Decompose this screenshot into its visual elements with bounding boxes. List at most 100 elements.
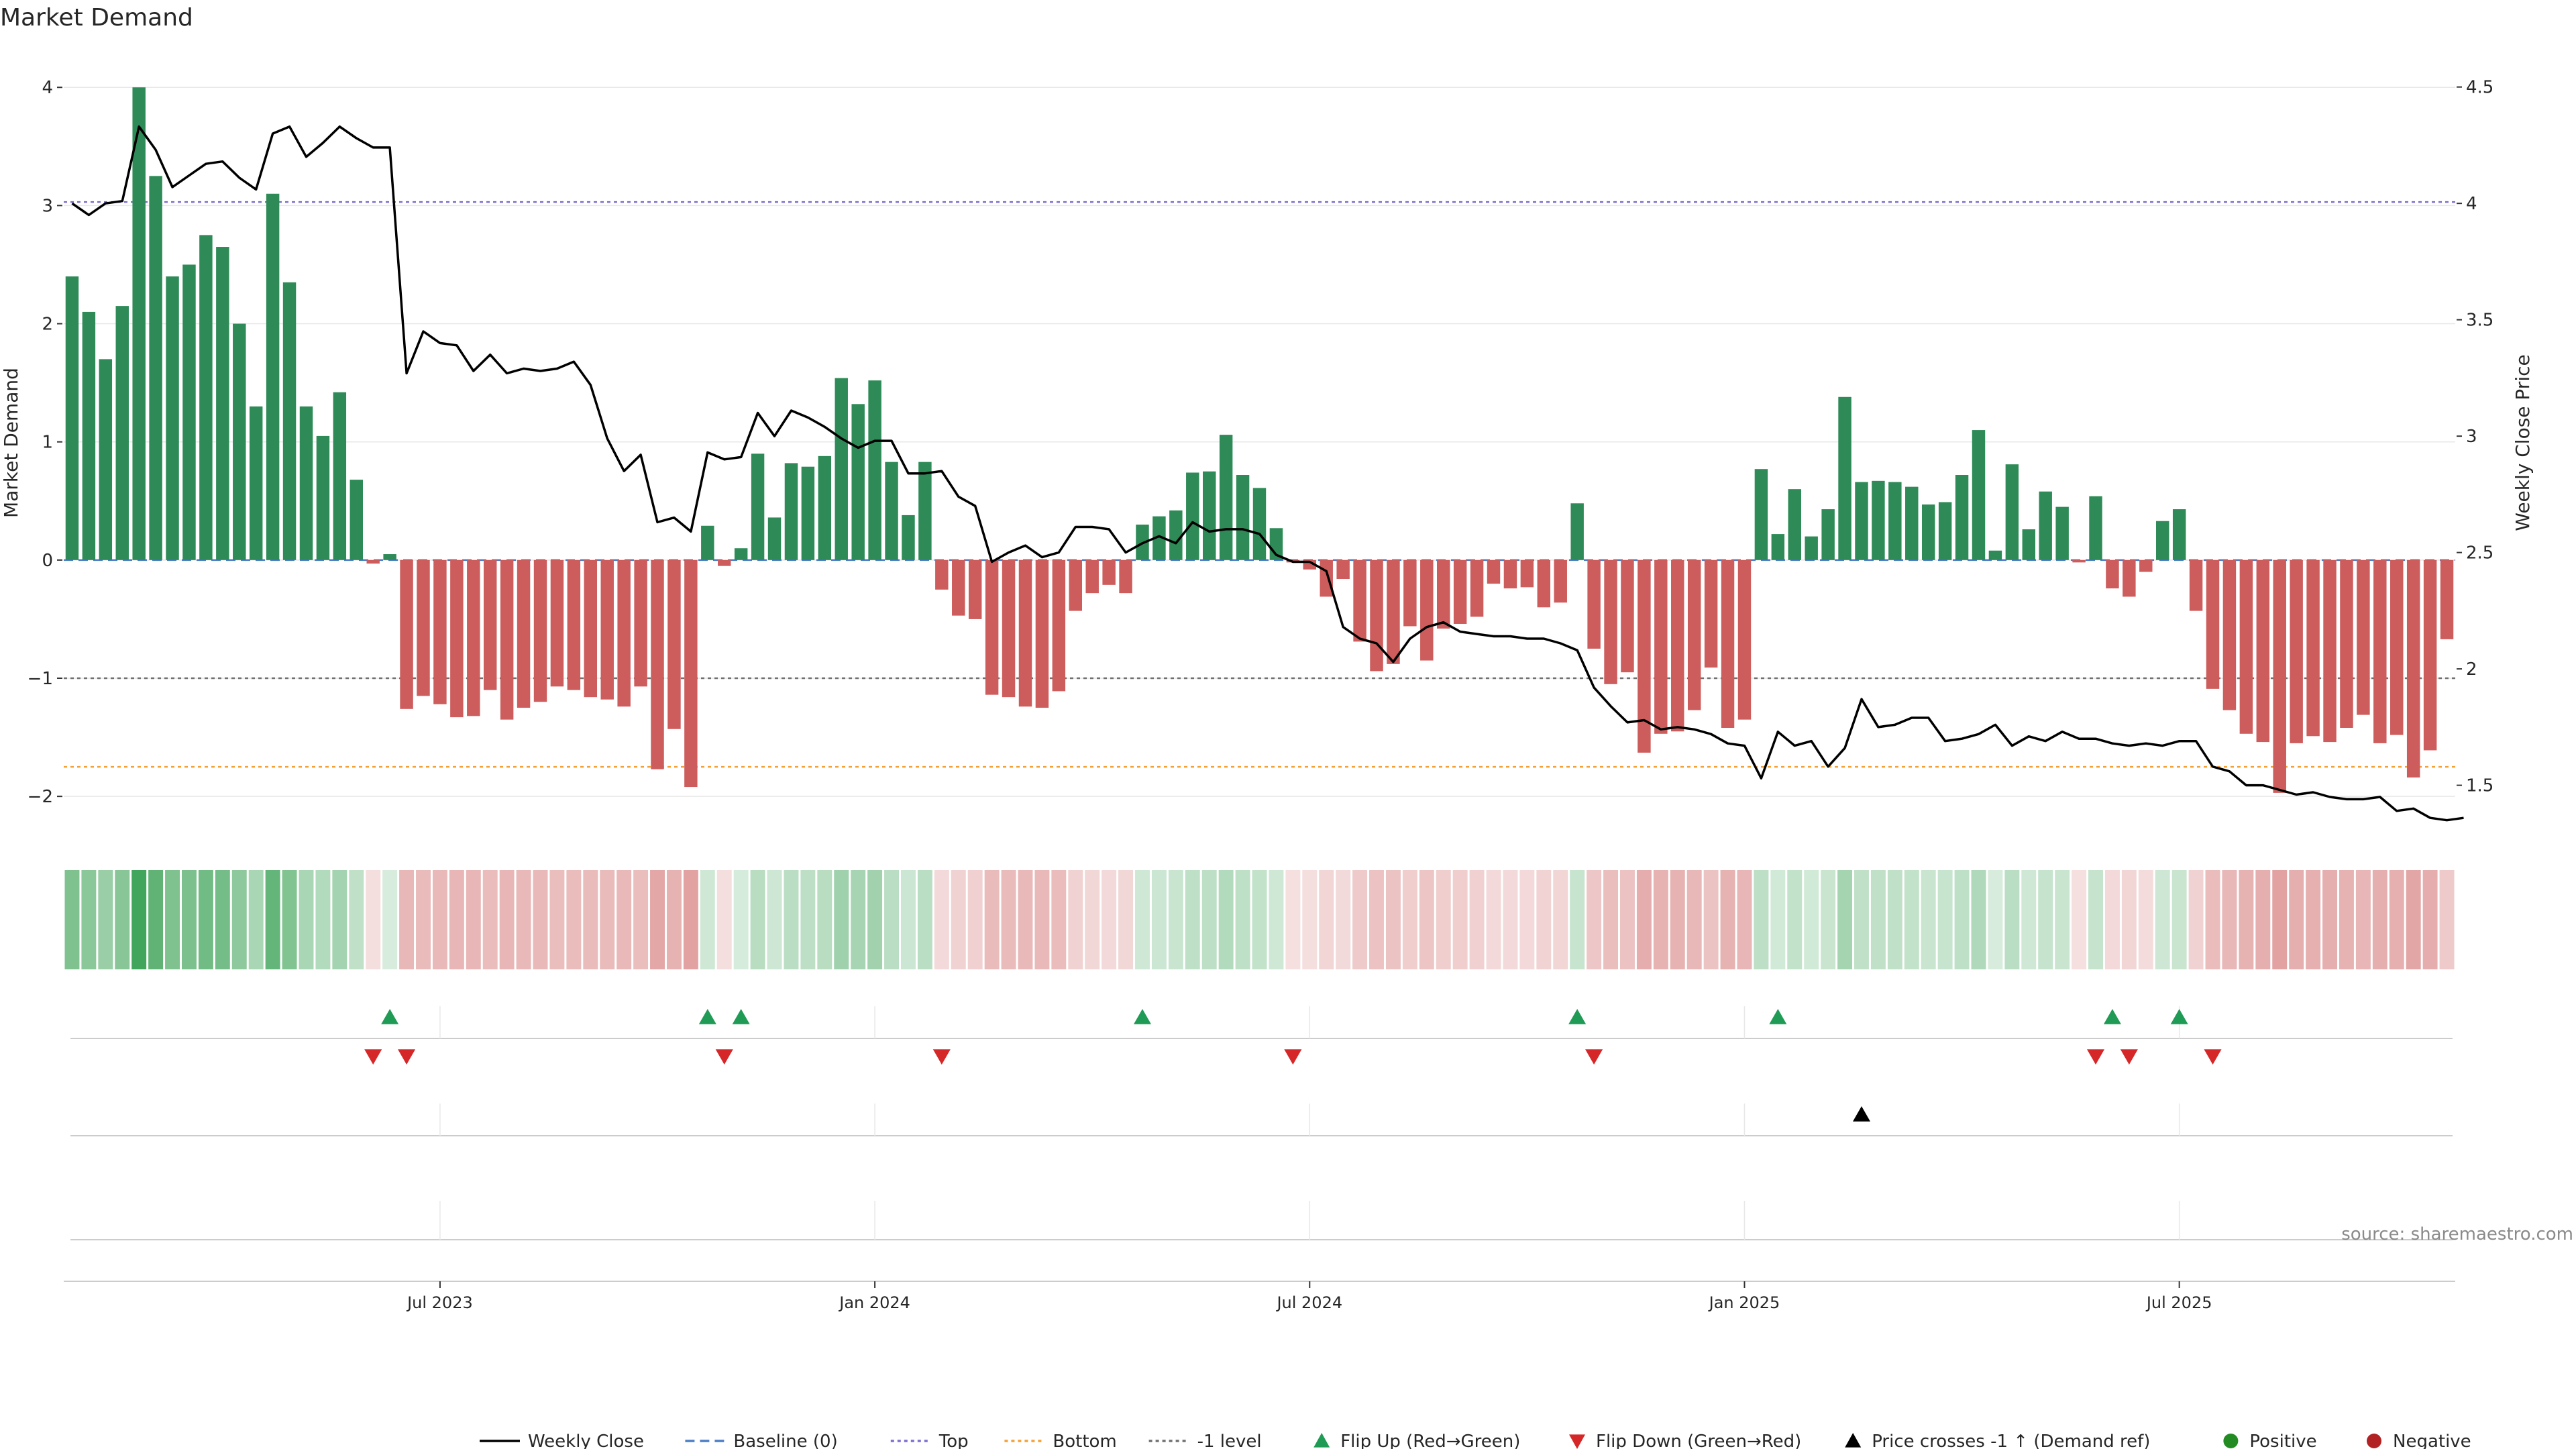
negative-bar (1437, 559, 1450, 629)
y-tick-label: 0 (42, 551, 53, 571)
positive-bar (149, 176, 162, 560)
positive-bar (801, 466, 815, 560)
negative-bar (366, 559, 380, 564)
negative-bar (1487, 559, 1501, 584)
heat-cell-positive (1971, 870, 1986, 969)
flip-down-marker (715, 1049, 733, 1065)
negative-bar (1503, 559, 1517, 589)
heat-cell-negative (366, 870, 381, 969)
heat-cell-positive (851, 870, 866, 969)
heat-cell-negative (549, 870, 565, 969)
negative-bar (2072, 559, 2086, 563)
negative-bar (1721, 559, 1735, 728)
negative-bar (1470, 559, 1484, 617)
positive-bar (316, 435, 330, 560)
heat-cell-negative (2205, 870, 2220, 969)
negative-bar (2373, 559, 2387, 743)
positive-bar (1938, 502, 1952, 560)
heat-cell-positive (315, 870, 331, 969)
heat-cell-negative (1653, 870, 1668, 969)
heat-cell-positive (265, 870, 280, 969)
positive-bar (2156, 521, 2169, 560)
heat-cell-negative (2372, 870, 2387, 969)
y-tick-label: 2 (42, 315, 53, 335)
negative-bar (1002, 559, 1016, 698)
heat-cell-negative (1619, 870, 1635, 969)
heat-cell-positive (1904, 870, 1919, 969)
heat-cell-positive (148, 870, 164, 969)
heat-cell-positive (2155, 870, 2170, 969)
x-tick-label: Jan 2025 (1708, 1293, 1780, 1312)
heat-cell-negative (1001, 870, 1016, 969)
negative-bar (1638, 559, 1651, 753)
heat-cell-positive (767, 870, 782, 969)
legend-item: Price crosses -1 ↑ (Demand ref) (1845, 1432, 2150, 1449)
heat-cell-negative (1336, 870, 1351, 969)
negative-bar (1119, 559, 1132, 594)
heat-cell-negative (2389, 870, 2404, 969)
negative-bar (1052, 559, 1066, 692)
negative-bar (417, 559, 430, 696)
heat-cell-positive (231, 870, 247, 969)
heat-cell-positive (1570, 870, 1585, 969)
legend-swatch (1569, 1434, 1585, 1449)
main-panel: 4 3 2 1 0 −1 −2 4.5 4 3.5 3 2.5 2 1.5 Market Demand W… (0, 78, 2534, 822)
heat-cell-negative (934, 870, 949, 969)
heat-cell-negative (2222, 870, 2237, 969)
negative-bar (634, 559, 647, 687)
heat-cell-positive (817, 870, 833, 969)
heat-cell-negative (1034, 870, 1050, 969)
heat-cell-positive (917, 870, 932, 969)
positive-bar (1905, 486, 1919, 560)
heat-cell-negative (1636, 870, 1652, 969)
legend-item: Bottom (1004, 1432, 1117, 1449)
negative-bar (517, 559, 531, 708)
heat-cell-negative (2406, 870, 2421, 969)
negative-bar (952, 559, 965, 616)
heat-cell-negative (2188, 870, 2204, 969)
positive-bar (1788, 489, 1801, 560)
heat-cell-negative (666, 870, 682, 969)
positive-bar (1805, 536, 1818, 560)
positive-bar (282, 282, 297, 560)
positive-bar (132, 87, 146, 560)
heat-cell-positive (867, 870, 883, 969)
y-tick-label: −2 (28, 787, 53, 807)
heat-cell-negative (1686, 870, 1702, 969)
heat-cell-negative (1385, 870, 1401, 969)
negative-bar (935, 559, 949, 590)
heat-cell-positive (1821, 870, 1836, 969)
positive-bar (99, 359, 113, 560)
heat-cell-negative (600, 870, 615, 969)
negative-bar (617, 559, 631, 707)
positive-bar (851, 404, 865, 560)
main-axes: 4 3 2 1 0 −1 −2 4.5 4 3.5 3 2.5 2 1.5 (28, 78, 2494, 807)
negative-bar (1604, 559, 1617, 684)
legend-item: Baseline (0) (685, 1432, 838, 1449)
positive-bar (885, 462, 898, 560)
positive-bar (166, 276, 179, 560)
heat-cell-positive (1151, 870, 1167, 969)
heat-cell-positive (1252, 870, 1267, 969)
source-label: source: sharemaestro.com (2341, 1224, 2573, 1244)
heat-cell-negative (633, 870, 649, 969)
heat-cell-negative (1720, 870, 1735, 969)
heat-cell-negative (1352, 870, 1368, 969)
heat-cell-positive (1218, 870, 1234, 969)
negative-bar (2323, 559, 2337, 743)
flip-up-marker (1568, 1009, 1587, 1024)
positive-bar (82, 311, 96, 560)
heat-cell-positive (1770, 870, 1786, 969)
x-tick-label: Jul 2025 (2145, 1293, 2212, 1312)
negative-bar (1587, 559, 1601, 649)
negative-bar (1336, 559, 1350, 580)
y2-tick-label: 4 (2466, 194, 2477, 214)
negative-bar (1102, 559, 1116, 585)
heat-cell-negative (2289, 870, 2304, 969)
positive-bar (2055, 506, 2069, 560)
positive-bar (199, 235, 213, 560)
heat-cell-negative (2322, 870, 2337, 969)
heat-cell-negative (1587, 870, 1602, 969)
y2-tick-label: 2 (2466, 659, 2477, 680)
